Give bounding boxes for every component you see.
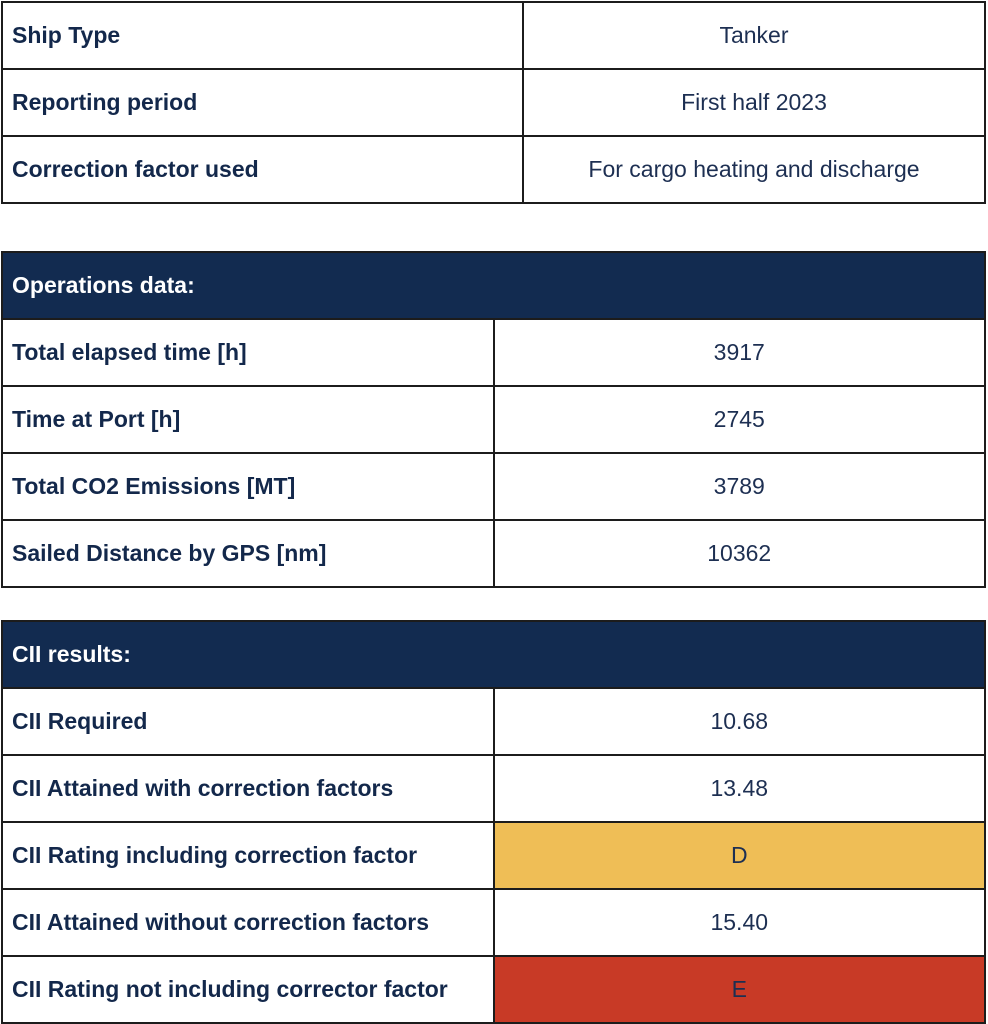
table-row: Reporting period First half 2023: [1, 68, 986, 137]
table-row: Ship Type Tanker: [1, 1, 986, 70]
cii-results-table: CII results: CII Required 10.68 CII Atta…: [1, 620, 986, 1024]
cii-rating-not-including-label: CII Rating not including corrector facto…: [1, 955, 495, 1024]
cii-attained-without-label: CII Attained without correction factors: [1, 888, 495, 957]
table-row: CII Rating not including corrector facto…: [1, 955, 986, 1024]
correction-factor-label: Correction factor used: [1, 135, 524, 204]
table-row: CII Attained without correction factors …: [1, 888, 986, 957]
cii-header: CII results:: [1, 620, 986, 689]
elapsed-time-value: 3917: [492, 318, 986, 387]
operations-header: Operations data:: [1, 251, 986, 320]
cii-attained-with-value: 13.48: [492, 754, 986, 823]
sailed-distance-label: Sailed Distance by GPS [nm]: [1, 519, 495, 588]
cii-rating-including-label: CII Rating including correction factor: [1, 821, 495, 890]
reporting-period-value: First half 2023: [522, 68, 986, 137]
sailed-distance-value: 10362: [492, 519, 986, 588]
reporting-period-label: Reporting period: [1, 68, 524, 137]
table-row: Total elapsed time [h] 3917: [1, 318, 986, 387]
operations-header-row: Operations data:: [1, 251, 986, 320]
co2-emissions-label: Total CO2 Emissions [MT]: [1, 452, 495, 521]
table-row: Sailed Distance by GPS [nm] 10362: [1, 519, 986, 588]
cii-required-value: 10.68: [492, 687, 986, 756]
cii-rating-including-value: D: [492, 821, 986, 890]
time-at-port-value: 2745: [492, 385, 986, 454]
correction-factor-value: For cargo heating and discharge: [522, 135, 986, 204]
cii-attained-without-value: 15.40: [492, 888, 986, 957]
ship-type-value: Tanker: [522, 1, 986, 70]
table-row: Time at Port [h] 2745: [1, 385, 986, 454]
time-at-port-label: Time at Port [h]: [1, 385, 495, 454]
table-row: CII Attained with correction factors 13.…: [1, 754, 986, 823]
table-row: Correction factor used For cargo heating…: [1, 135, 986, 204]
table-row: Total CO2 Emissions [MT] 3789: [1, 452, 986, 521]
table-row: CII Required 10.68: [1, 687, 986, 756]
cii-attained-with-label: CII Attained with correction factors: [1, 754, 495, 823]
cii-required-label: CII Required: [1, 687, 495, 756]
ship-info-table: Ship Type Tanker Reporting period First …: [1, 1, 986, 204]
elapsed-time-label: Total elapsed time [h]: [1, 318, 495, 387]
operations-data-table: Operations data: Total elapsed time [h] …: [1, 251, 986, 588]
ship-type-label: Ship Type: [1, 1, 524, 70]
cii-rating-not-including-value: E: [492, 955, 986, 1024]
table-row: CII Rating including correction factor D: [1, 821, 986, 890]
co2-emissions-value: 3789: [492, 452, 986, 521]
cii-header-row: CII results:: [1, 620, 986, 689]
